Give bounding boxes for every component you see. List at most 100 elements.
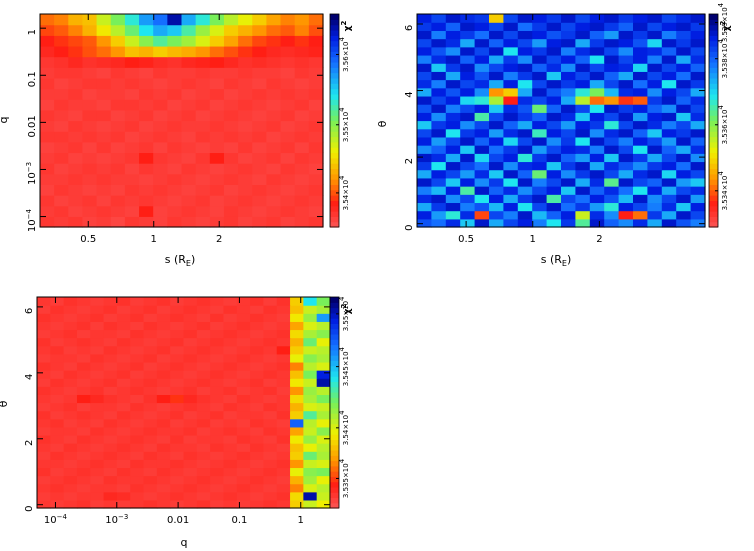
heatmap-cell (223, 205, 239, 217)
heatmap-cell (54, 88, 69, 100)
heatmap-cell (37, 459, 51, 469)
heatmap-cell (517, 210, 533, 220)
heatmap-cell (266, 77, 282, 90)
heatmap-cell (417, 54, 432, 64)
heatmap-cell (532, 120, 548, 130)
colorbar-swatch (330, 365, 339, 372)
heatmap-cell (503, 79, 519, 89)
heatmap-cell (647, 95, 663, 105)
heatmap-cell (575, 14, 591, 23)
colorbar-swatch (330, 56, 339, 63)
colorbar-swatch (709, 189, 718, 196)
heatmap-cell (130, 329, 145, 339)
heatmap-cell (676, 104, 692, 113)
heatmap-cell (575, 169, 591, 179)
heatmap-cell (676, 38, 692, 48)
heatmap-cell (417, 112, 432, 122)
colorbar-swatch (330, 211, 339, 217)
heatmap-cell (238, 184, 253, 196)
heatmap-cell (223, 491, 238, 501)
y-tick-label: 10−3 (25, 162, 38, 185)
heatmap-cell (290, 491, 304, 501)
heatmap-cell (195, 205, 211, 217)
heatmap-cell (124, 195, 140, 207)
heatmap-cell (303, 313, 318, 322)
heatmap-cell (143, 353, 158, 363)
heatmap-cell (604, 177, 620, 187)
heatmap-cell (661, 210, 677, 220)
heatmap-cell (503, 30, 519, 40)
heatmap-cell (460, 145, 476, 154)
heatmap-cell (156, 491, 171, 501)
heatmap-cell (676, 120, 692, 130)
colorbar-swatch (330, 29, 339, 36)
heatmap-cell (303, 475, 318, 485)
heatmap-cell (181, 173, 197, 185)
heatmap-cell (156, 499, 171, 509)
heatmap-cell (474, 71, 490, 81)
heatmap-cell (661, 95, 677, 105)
heatmap-cell (196, 394, 211, 404)
heatmap-cell (303, 321, 318, 331)
heatmap-cell (266, 99, 282, 111)
heatmap-cell (54, 99, 69, 111)
heatmap-cell (156, 451, 171, 460)
heatmap-cell (316, 499, 331, 509)
heatmap-cell (116, 297, 131, 306)
heatmap-cell (195, 109, 211, 122)
heatmap-cell (431, 169, 447, 179)
heatmap-cell (183, 402, 198, 412)
colorbar-swatch (330, 83, 339, 90)
heatmap-cell (489, 161, 504, 171)
heatmap-cell (561, 112, 576, 122)
heatmap-cell (263, 370, 278, 379)
colorbar-swatch (330, 173, 339, 180)
heatmap-cell (263, 394, 278, 404)
heatmap-cell (276, 345, 291, 355)
heatmap-cell (96, 109, 112, 122)
colorbar-swatch (330, 413, 339, 419)
heatmap-cell (196, 418, 211, 428)
heatmap-cell (676, 112, 692, 122)
colorbar-title: χ2 (340, 304, 353, 315)
heatmap-cell (489, 145, 504, 154)
heatmap-cell (76, 370, 91, 379)
heatmap-cell (167, 56, 183, 68)
heatmap-cell (460, 161, 476, 171)
heatmap-cell (618, 112, 634, 122)
heatmap-cell (575, 79, 591, 89)
heatmap-cell (661, 169, 677, 179)
heatmap-cell (460, 194, 476, 204)
heatmap-cell (316, 491, 331, 501)
colorbar-swatch (709, 29, 718, 36)
colorbar-swatch (330, 460, 339, 467)
colorbar-swatch (330, 486, 339, 493)
heatmap-cell (209, 99, 225, 111)
heatmap-cell (130, 475, 145, 485)
heatmap-cell (238, 88, 253, 100)
heatmap-cell (290, 410, 304, 420)
heatmap-cell (82, 109, 98, 122)
heatmap-cell (223, 329, 238, 339)
heatmap-cell (153, 109, 168, 122)
heatmap-cell (196, 434, 211, 444)
heatmap-cell (276, 491, 291, 501)
x-tick-label: 10−3 (105, 513, 128, 526)
heatmap-cell (460, 177, 476, 187)
heatmap-cell (143, 361, 158, 371)
heatmap-cell (143, 386, 158, 395)
heatmap-cell (647, 79, 663, 89)
heatmap-cell (143, 337, 158, 347)
heatmap-cell (82, 216, 98, 228)
heatmap-cell (503, 46, 519, 56)
heatmap-cell (130, 353, 145, 363)
heatmap-cell (223, 297, 238, 306)
heatmap-cell (139, 184, 154, 196)
heatmap-cell (252, 45, 267, 58)
heatmap-cell (266, 14, 282, 26)
heatmap-cell (618, 104, 634, 113)
heatmap-cell (263, 313, 278, 322)
heatmap-cell (167, 99, 183, 111)
heatmap-cell (474, 95, 490, 105)
